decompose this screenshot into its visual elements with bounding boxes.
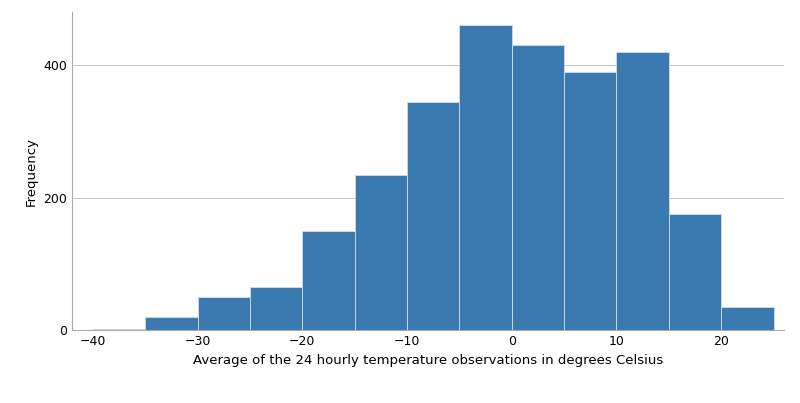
Bar — [93, 329, 146, 330]
Y-axis label: Frequency: Frequency — [25, 137, 38, 206]
Bar — [407, 102, 459, 330]
Bar — [459, 25, 512, 330]
Bar — [198, 297, 250, 330]
Bar — [146, 317, 198, 330]
Bar — [617, 52, 669, 330]
Bar — [669, 214, 721, 330]
Bar — [354, 174, 407, 330]
Bar — [250, 287, 302, 330]
Bar — [564, 72, 617, 330]
X-axis label: Average of the 24 hourly temperature observations in degrees Celsius: Average of the 24 hourly temperature obs… — [193, 354, 663, 367]
Bar — [721, 307, 774, 330]
Bar — [512, 45, 564, 330]
Bar — [302, 231, 354, 330]
